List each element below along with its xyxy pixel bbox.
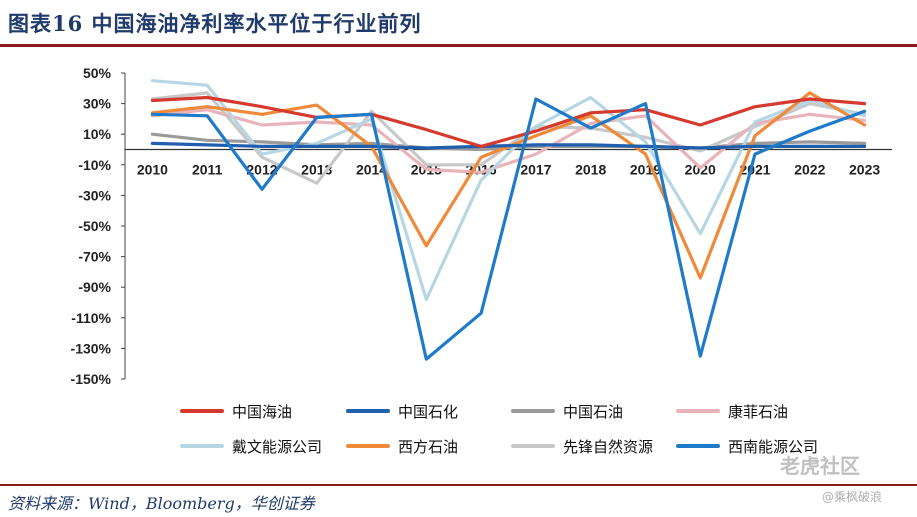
y-tick-label: -110% xyxy=(71,310,111,326)
x-tick-label: 2021 xyxy=(739,162,770,178)
y-tick-label: 30% xyxy=(83,96,112,112)
series-line xyxy=(150,141,867,150)
legend-label: 戴文能源公司 xyxy=(232,438,322,456)
legend-label: 西南能源公司 xyxy=(728,438,818,456)
y-tick-label: -130% xyxy=(71,340,112,356)
legend-label: 先锋自然资源 xyxy=(563,438,653,456)
x-tick-label: 2012 xyxy=(246,162,277,178)
y-tick-label: -50% xyxy=(78,218,111,234)
watermark-user: @乘枫破浪 xyxy=(822,490,883,504)
chart-title: 图表16 中国海油净利率水平位于行业前列 xyxy=(8,11,422,36)
y-tick-label: -90% xyxy=(78,279,111,295)
line-chart: 50% 30% 10% -10% -30% -50% -70% -90% -110% -130% -… xyxy=(71,65,892,456)
x-tick-label: 2017 xyxy=(520,162,551,178)
y-tick-label: -70% xyxy=(78,249,111,265)
legend-label: 康菲石油 xyxy=(728,403,788,421)
x-tick-label: 2020 xyxy=(685,162,716,178)
legend-label: 中国海油 xyxy=(232,403,292,421)
x-tick-label: 2022 xyxy=(794,162,825,178)
legend-label: 中国石化 xyxy=(398,403,458,421)
x-tick-label: 2014 xyxy=(356,162,387,178)
y-tick-label: 10% xyxy=(83,126,112,142)
y-tick-label: -30% xyxy=(78,187,111,203)
title-divider xyxy=(0,44,917,47)
y-tick-label: -150% xyxy=(71,371,112,387)
x-tick-label: 2018 xyxy=(575,162,606,178)
x-tick-label: 2019 xyxy=(630,162,661,178)
series-line xyxy=(150,97,867,361)
legend-label: 西方石油 xyxy=(398,438,458,456)
legend-label: 中国石油 xyxy=(563,403,623,421)
source-note: 资料来源：Wind，Bloomberg，华创证券 xyxy=(8,494,315,513)
y-tick-label: 50% xyxy=(83,65,112,81)
y-tick-label: -10% xyxy=(78,157,111,173)
x-tick-label: 2010 xyxy=(137,162,168,178)
x-tick-label: 2011 xyxy=(192,162,223,178)
series-line xyxy=(150,95,867,148)
source-divider xyxy=(0,484,917,486)
series-line xyxy=(150,108,867,174)
x-tick-label: 2023 xyxy=(849,162,880,178)
series-line xyxy=(150,79,867,301)
watermark-brand: 老虎社区 xyxy=(780,454,860,478)
